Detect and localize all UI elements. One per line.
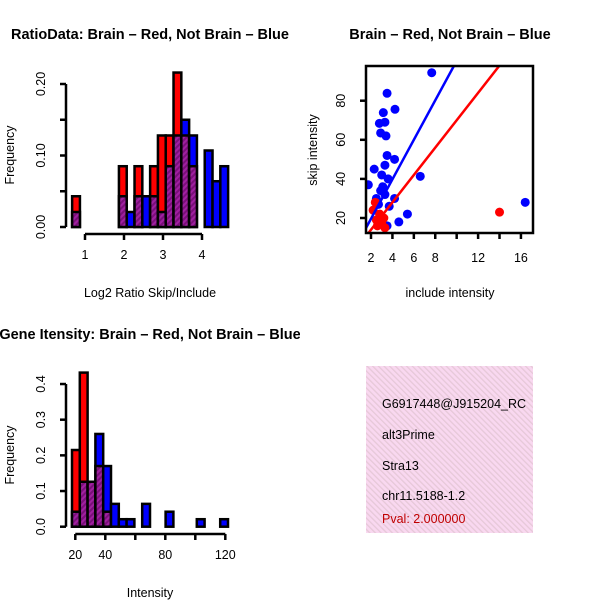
event-info-panel: G6917448@J915204_RC alt3Prime Stra13 chr…	[366, 366, 533, 533]
intensity-histogram-title: Gene Itensity: Brain – Red, Not Brain – …	[0, 327, 301, 343]
scatter-y-tick-label: 20	[334, 211, 348, 225]
scatter-point-brain	[380, 223, 390, 233]
event-id: G6917448@J915204_RC	[382, 397, 526, 411]
ratio-y-tick-label: 0.20	[34, 72, 48, 96]
ratio-histogram-panel: RatioData: Brain – Red, Not Brain – Blue…	[3, 27, 289, 300]
genomic-location: chr11.5188-1.2	[382, 489, 465, 503]
intensity-histogram-ylabel: Frequency	[3, 425, 17, 485]
scatter-point-not-brain	[415, 171, 425, 181]
ratio-x-tick-label: 2	[121, 248, 128, 262]
scatter-point-not-brain	[427, 68, 437, 78]
scatter-x-tick-label: 4	[389, 251, 396, 265]
intensity-x-tick-label: 40	[98, 548, 112, 562]
intensity-y-tick-label: 0.2	[34, 447, 48, 464]
scatter-point-not-brain	[390, 104, 400, 114]
ratio-bar-not-brain	[219, 164, 230, 229]
ratio-bar-overlap	[187, 164, 199, 229]
scatter-frame	[364, 64, 535, 235]
intensity-y-tick-label: 0.1	[34, 482, 48, 499]
scatter-point-brain	[495, 207, 505, 217]
scatter-x-tick-label: 2	[368, 251, 375, 265]
intensity-bar-not-brain	[140, 502, 152, 528]
scatter-point-not-brain	[366, 180, 373, 190]
intensity-x-tick-label: 80	[158, 548, 172, 562]
ratio-histogram-ylabel: Frequency	[3, 125, 17, 185]
scatter-point-not-brain	[369, 164, 379, 174]
intensity-y-tick-label: 0.3	[34, 411, 48, 428]
scatter-point-not-brain	[402, 209, 412, 219]
ratio-y-tick-label: 0.00	[34, 215, 48, 239]
scatter-x-tick-label: 8	[432, 251, 439, 265]
intensity-bar-not-brain	[195, 517, 206, 528]
intensity-x-tick-label: 120	[215, 548, 236, 562]
scatter-point-not-brain	[382, 88, 392, 98]
scatter-point-not-brain	[380, 117, 390, 127]
scatter-point-not-brain	[394, 217, 404, 227]
scatter-point-not-brain	[382, 150, 392, 160]
scatter-point-not-brain	[378, 182, 388, 192]
scatter-ylabel: skip intensity	[306, 113, 320, 185]
scatter-point-not-brain	[520, 197, 530, 207]
intensity-bar-not-brain	[125, 517, 136, 528]
intensity-y-tick-label: 0.0	[34, 518, 48, 535]
fit-line-brain	[366, 66, 501, 233]
scatter-xlabel: include intensity	[406, 286, 496, 300]
scatter-point-not-brain	[380, 160, 390, 170]
scatter-point-not-brain	[381, 131, 391, 141]
scatter-title: Brain – Red, Not Brain – Blue	[349, 27, 550, 43]
fit-line-not-brain	[366, 66, 456, 230]
intensity-histogram-panel: Gene Itensity: Brain – Red, Not Brain – …	[0, 327, 301, 600]
intensity-bar-not-brain	[109, 502, 121, 528]
intensity-y-tick-label: 0.4	[34, 375, 48, 392]
scatter-point-not-brain	[378, 108, 388, 118]
scatter-point-not-brain	[390, 154, 400, 164]
pval-text: Pval: 2.000000	[382, 512, 465, 526]
ratio-bar-overlap	[70, 210, 82, 229]
intensity-bar-not-brain	[164, 510, 175, 528]
ratio-x-tick-label: 4	[199, 248, 206, 262]
ratio-histogram-title: RatioData: Brain – Red, Not Brain – Blue	[11, 27, 289, 43]
intensity-histogram-xlabel: Intensity	[127, 586, 174, 600]
ratio-x-tick-label: 3	[160, 248, 167, 262]
scatter-y-tick-label: 60	[334, 133, 348, 147]
intensity-scatter-panel: Brain – Red, Not Brain – Blue 2 4 6 8 12 16 20…	[306, 27, 551, 300]
intensity-bar-not-brain	[218, 517, 230, 528]
scatter-point-brain	[371, 215, 381, 225]
gene-name: Stra13	[382, 459, 419, 473]
ratio-histogram-xlabel: Log2 Ratio Skip/Include	[84, 286, 216, 300]
ratio-x-tick-label: 1	[82, 248, 89, 262]
scatter-x-tick-label: 12	[471, 251, 485, 265]
info-box	[366, 366, 533, 533]
ratio-y-tick-label: 0.10	[34, 143, 48, 167]
scatter-x-tick-label: 6	[410, 251, 417, 265]
event-type: alt3Prime	[382, 428, 435, 442]
scatter-y-tick-label: 40	[334, 172, 348, 186]
scatter-x-tick-label: 16	[514, 251, 528, 265]
intensity-x-tick-label: 20	[68, 548, 82, 562]
scatter-y-tick-label: 80	[334, 94, 348, 108]
